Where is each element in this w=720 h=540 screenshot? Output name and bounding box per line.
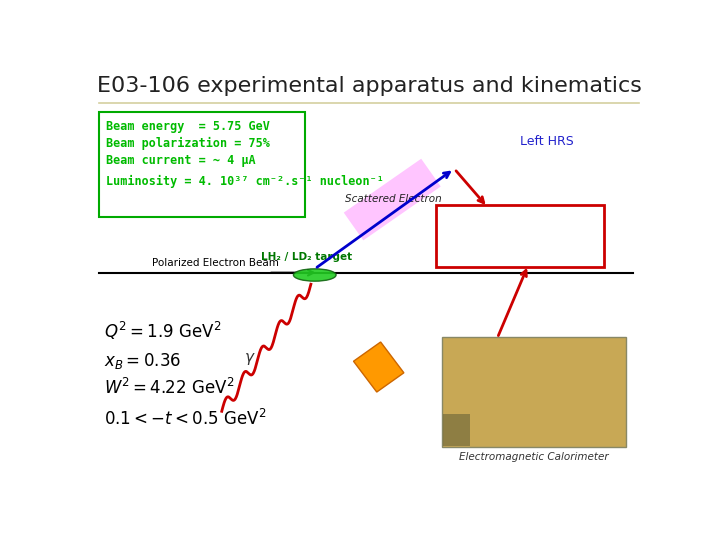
Text: Left HRS: Left HRS	[520, 136, 574, 148]
Ellipse shape	[294, 269, 336, 281]
Text: Scattered Electron: Scattered Electron	[345, 194, 442, 204]
Text: Beam current = ~ 4 μA: Beam current = ~ 4 μA	[106, 154, 255, 167]
Text: Polarized Electron Beam: Polarized Electron Beam	[152, 259, 279, 268]
Text: Beam energy  = 5.75 GeV: Beam energy = 5.75 GeV	[106, 120, 269, 133]
Text: $0.1 < -t < 0.5\ \mathrm{GeV}^2$: $0.1 < -t < 0.5\ \mathrm{GeV}^2$	[104, 409, 266, 429]
Text: E03-106 experimental apparatus and kinematics: E03-106 experimental apparatus and kinem…	[96, 76, 642, 96]
FancyBboxPatch shape	[436, 205, 604, 267]
Text: LH₂ / LD₂ target: LH₂ / LD₂ target	[261, 252, 353, 262]
FancyBboxPatch shape	[443, 414, 470, 446]
FancyBboxPatch shape	[99, 112, 305, 217]
Text: X: X	[559, 240, 571, 255]
Text: $Q^2 = 1.9\ \mathrm{GeV}^2$: $Q^2 = 1.9\ \mathrm{GeV}^2$	[104, 319, 221, 341]
Text: Electromagnetic Calorimeter: Electromagnetic Calorimeter	[459, 452, 608, 462]
Text: γ: γ	[244, 350, 253, 365]
Text: $W^2 = 4.22\ \mathrm{GeV}^2$: $W^2 = 4.22\ \mathrm{GeV}^2$	[104, 378, 235, 399]
Text: DVCS events are: DVCS events are	[451, 222, 589, 237]
Text: Luminosity = 4. 10³⁷ cm⁻².s⁻¹ nucleon⁻¹: Luminosity = 4. 10³⁷ cm⁻².s⁻¹ nucleon⁻¹	[106, 176, 383, 188]
Polygon shape	[354, 342, 404, 392]
FancyBboxPatch shape	[442, 338, 626, 447]
Text: $x_B = 0.36$: $x_B = 0.36$	[104, 351, 181, 372]
FancyBboxPatch shape	[343, 159, 441, 240]
Text: identified with M: identified with M	[442, 239, 583, 254]
Text: 2: 2	[572, 237, 580, 247]
Text: Beam polarization = 75%: Beam polarization = 75%	[106, 137, 269, 150]
